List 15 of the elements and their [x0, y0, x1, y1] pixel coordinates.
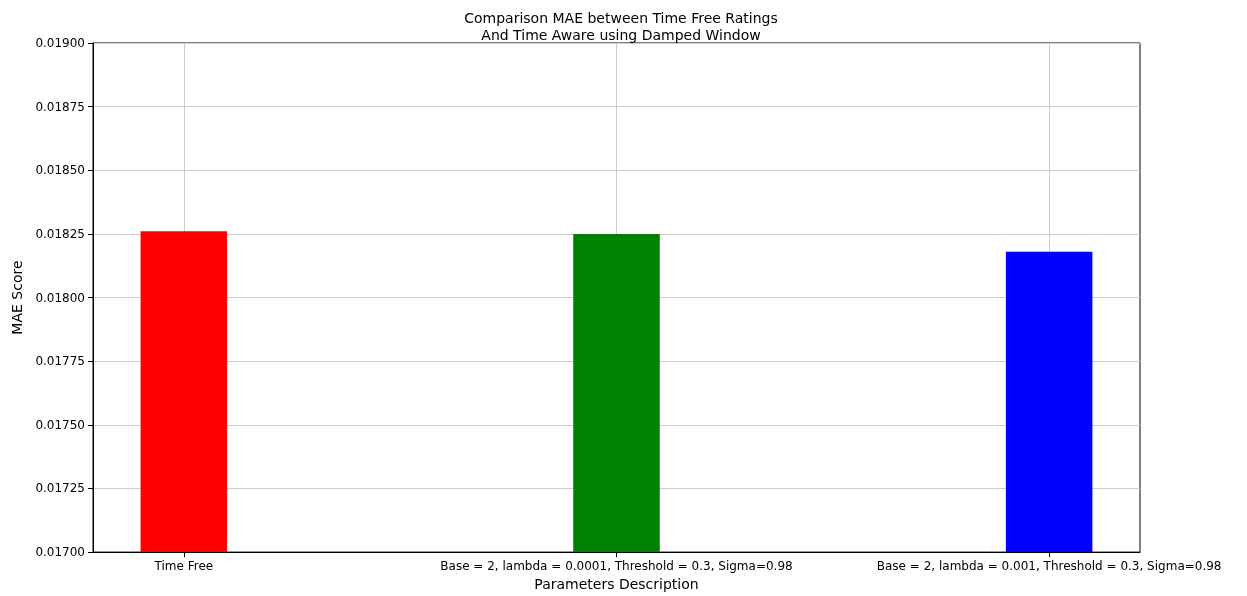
y-tick-label: 0.01725 [35, 481, 85, 496]
y-tick-label: 0.01900 [35, 36, 85, 50]
chart-title: Comparison MAE between Time Free Ratings And Time Aware using Damped Window [464, 9, 778, 43]
y-tick-label: 0.01775 [35, 354, 85, 369]
y-tick-label: 0.01700 [35, 545, 85, 560]
x-tick-label: Base = 2, lambda = 0.001, Threshold = 0.3, Sigma=0.98 [876, 559, 1222, 574]
x-tick-label: Base = 2, lambda = 0.0001, Threshold = 0.3, Sigma=0.98 [440, 559, 793, 574]
y-tick-label: 0.01750 [35, 417, 85, 432]
y-tick-label: 0.01875 [35, 99, 85, 114]
y-tick-label: 0.01850 [35, 163, 85, 178]
x-axis-title: Parameters Description [534, 576, 699, 592]
y-tick-label: 0.01825 [35, 226, 85, 241]
y-axis-title: MAE Score [9, 260, 26, 335]
y-tick-label: 0.01800 [35, 290, 85, 305]
x-tick-label: Time Free [153, 559, 214, 574]
